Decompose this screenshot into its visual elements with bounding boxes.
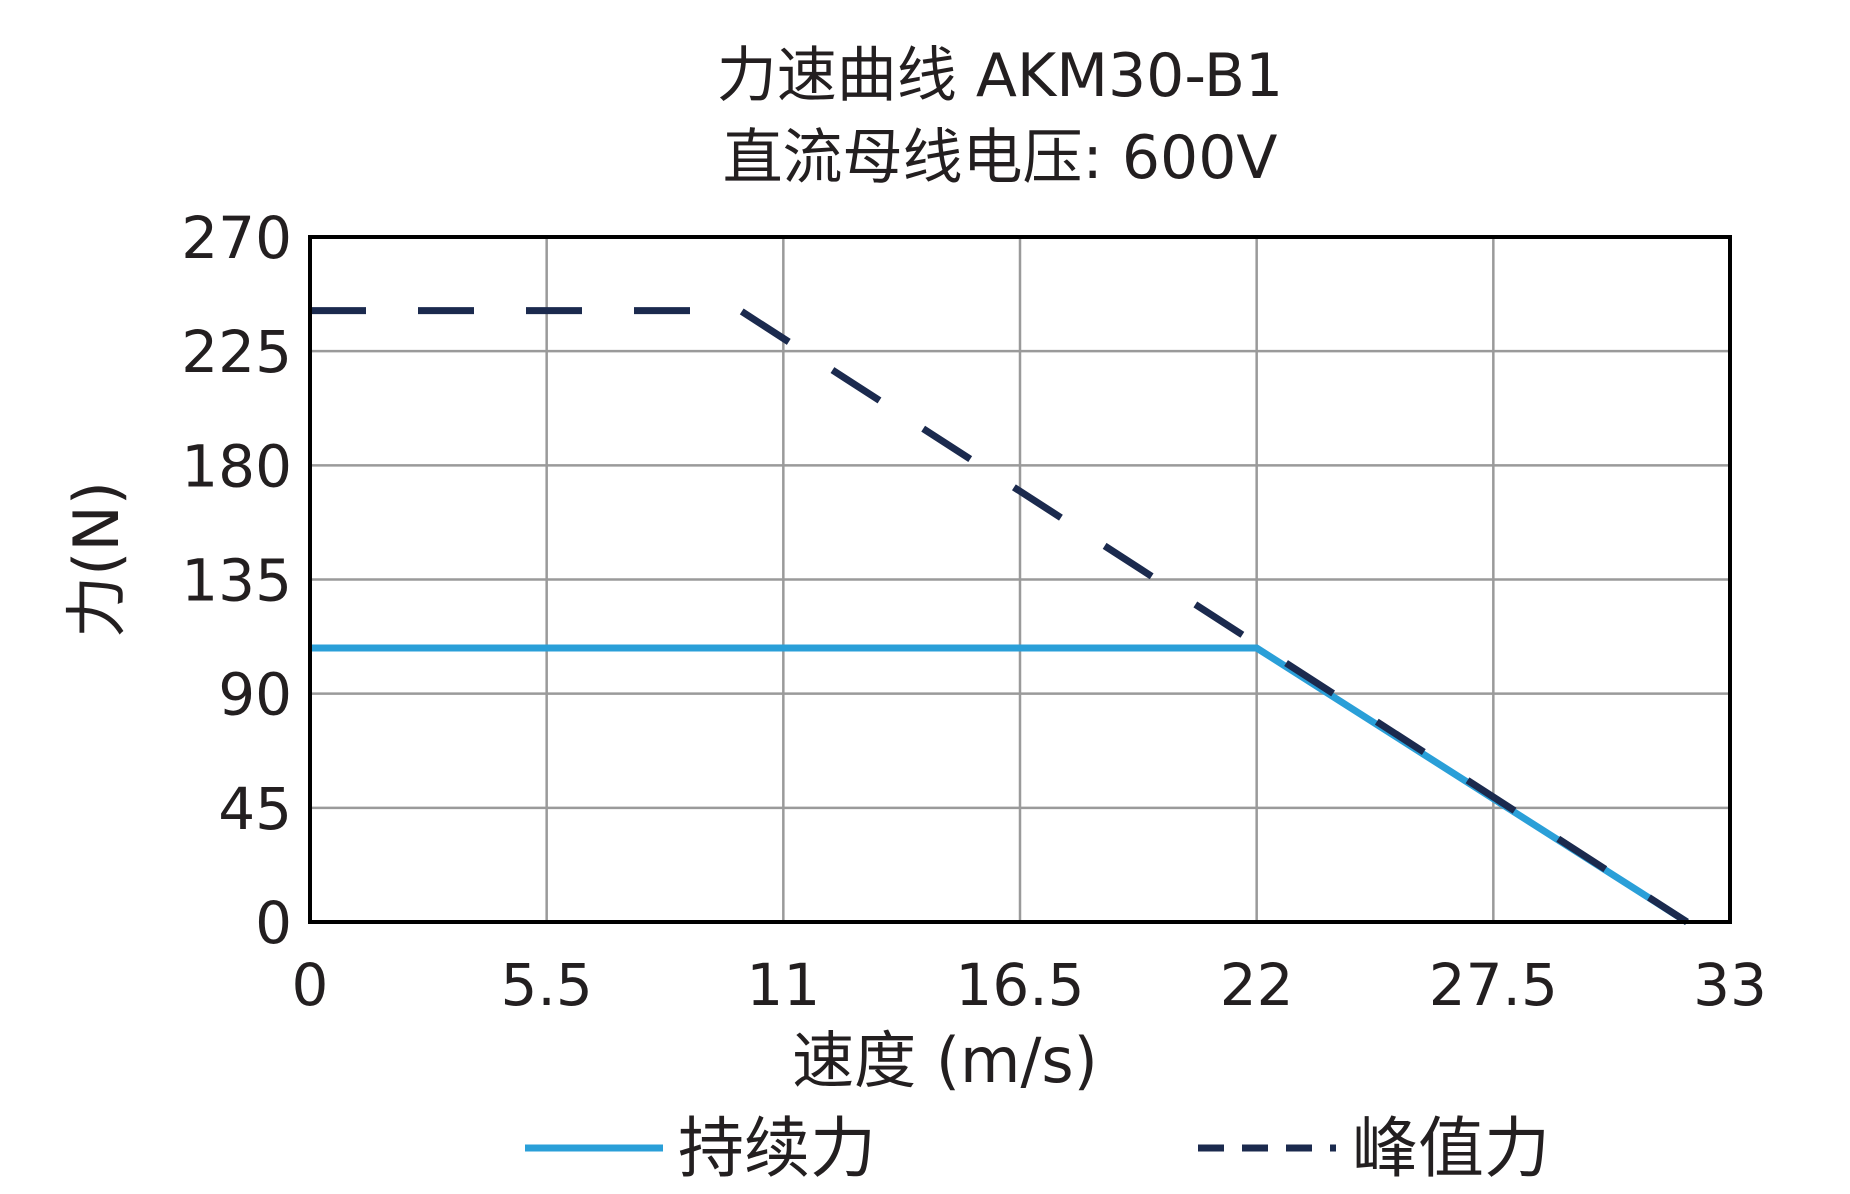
y-tick-label-3: 135: [181, 547, 292, 615]
series-group: [310, 307, 1689, 925]
plot-frame: [308, 235, 1732, 924]
x-tick-label-4: 22: [1220, 951, 1294, 1019]
y-tick-label-6: 270: [181, 204, 292, 272]
legend-label-1: 峰值力: [1352, 1110, 1550, 1187]
grid: [308, 235, 1732, 924]
x-tick-label-5: 27.5: [1429, 951, 1558, 1019]
x-tick-label-1: 5.5: [501, 951, 593, 1019]
y-tick-label-1: 45: [218, 775, 292, 843]
y-axis-label: 力(N): [60, 481, 133, 638]
x-tick-label-6: 33: [1693, 951, 1767, 1019]
legend: 持续力 峰值力: [525, 1110, 1550, 1187]
x-tick-labels: 0 5.5 11 16.5 22 27.5 33: [292, 951, 1767, 1019]
y-tick-label-0: 0: [255, 889, 292, 957]
chart-subtitle: 直流母线电压: 600V: [723, 123, 1278, 193]
legend-label-0: 持续力: [678, 1110, 876, 1187]
x-tick-label-3: 16.5: [955, 951, 1084, 1019]
series-line-0: [310, 644, 1689, 925]
x-tick-label-0: 0: [292, 951, 329, 1019]
chart-title: 力速曲线 AKM30-B1: [717, 41, 1283, 111]
series-line-1: [310, 307, 1689, 925]
x-tick-label-2: 11: [746, 951, 820, 1019]
y-tick-label-2: 90: [218, 661, 292, 729]
x-axis-label: 速度 (m/s): [792, 1024, 1098, 1097]
y-tick-label-4: 180: [181, 432, 292, 500]
y-tick-label-5: 225: [181, 318, 292, 386]
y-tick-labels: 0 45 90 135 180 225 270: [181, 204, 292, 957]
